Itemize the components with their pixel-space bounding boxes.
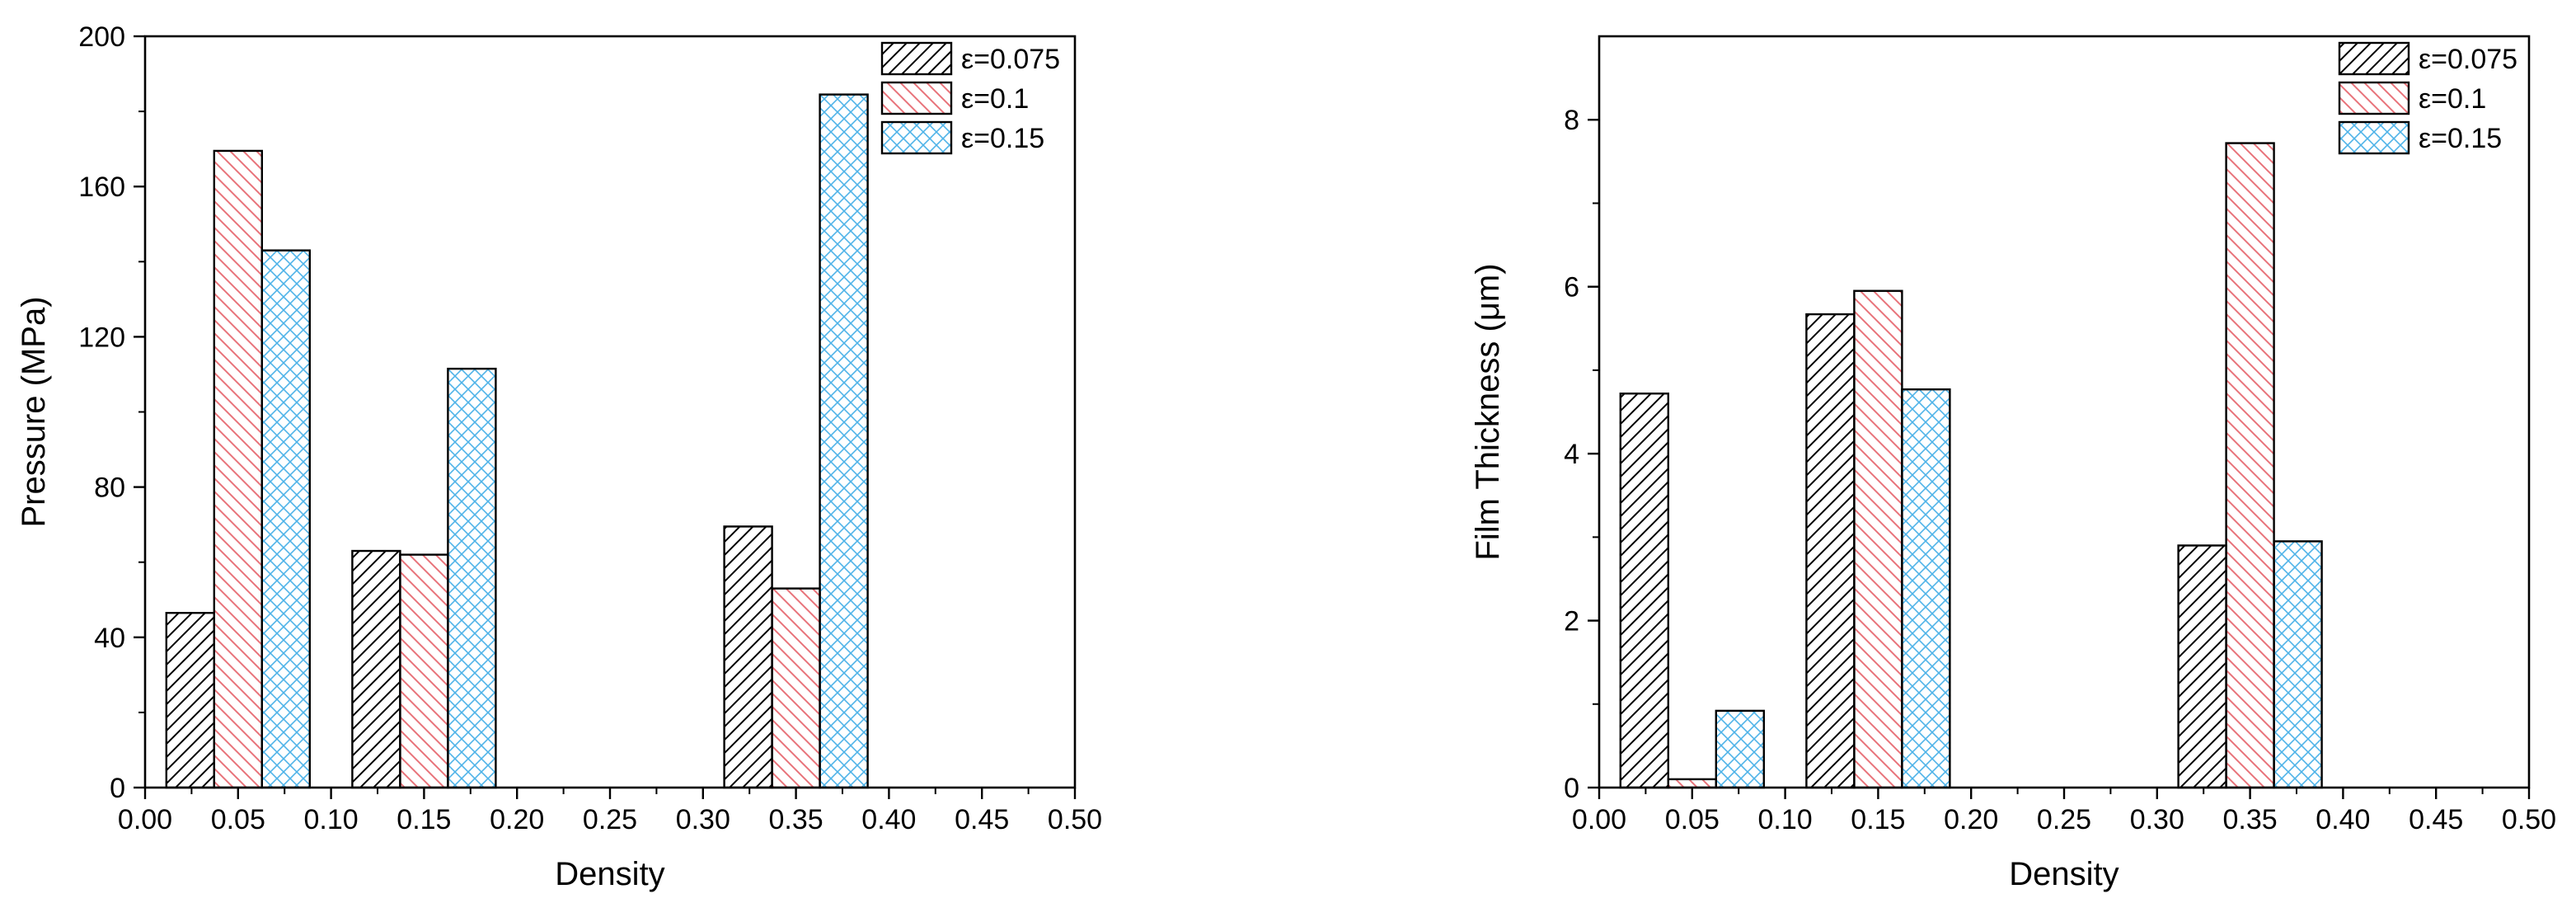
x-axis-title: Density <box>555 856 664 892</box>
legend-swatch-crosshatch <box>2338 120 2410 155</box>
x-tick-label: 0.15 <box>396 804 451 835</box>
x-tick-label: 0.40 <box>861 804 916 835</box>
x-tick-label: 0.40 <box>2316 804 2370 835</box>
bar-crosshatch-0 <box>260 249 311 789</box>
legend-swatch-diagonal-down <box>2338 81 2410 115</box>
legend-label: ε=0.15 <box>961 123 1044 154</box>
x-tick-label: 0.00 <box>1572 804 1626 835</box>
y-axis-title: Film Thickness (μm) <box>1470 263 1506 560</box>
legend-label: ε=0.15 <box>2419 123 2502 154</box>
x-tick-label: 0.15 <box>1851 804 1905 835</box>
x-tick-label: 0.10 <box>304 804 359 835</box>
y-tick-label: 4 <box>1564 439 1579 470</box>
x-tick-label: 0.35 <box>769 804 823 835</box>
legend-swatch-diagonal-up <box>2338 41 2410 76</box>
y-tick-label: 120 <box>78 322 125 353</box>
bar-diagonal-up-2 <box>723 525 773 789</box>
bar-crosshatch-2 <box>819 93 869 789</box>
x-tick-label: 0.30 <box>676 804 730 835</box>
bar-diagonal-up-0 <box>1619 393 1670 789</box>
x-tick-label: 0.45 <box>2409 804 2463 835</box>
x-tick-label: 0.10 <box>1758 804 1813 835</box>
legend-label: ε=0.1 <box>961 83 1029 115</box>
bar-crosshatch-0 <box>1715 709 1766 789</box>
x-axis-title: Density <box>2009 856 2119 892</box>
pressure-chart: 0.00 0.05 0.10 0.15 0.20 0.25 0.30 0.35 0.40 0.45… <box>16 21 1102 892</box>
bar-diagonal-down-0 <box>1667 778 1718 789</box>
y-tick-label: 80 <box>94 473 125 504</box>
bar-crosshatch-2 <box>2273 540 2323 789</box>
legend-swatch-crosshatch <box>880 120 953 155</box>
x-tick-label: 0.20 <box>490 804 544 835</box>
y-axis-title: Pressure (MPa) <box>16 296 52 527</box>
bar-diagonal-up-0 <box>165 611 216 789</box>
bar-diagonal-up-2 <box>2177 544 2227 789</box>
bar-crosshatch-1 <box>447 367 497 789</box>
x-tick-label: 0.25 <box>2037 804 2091 835</box>
x-tick-label: 0.05 <box>211 804 265 835</box>
x-tick-label: 0.50 <box>1048 804 1102 835</box>
x-tick-label: 0.35 <box>2223 804 2278 835</box>
y-tick-label: 160 <box>78 172 125 203</box>
bar-diagonal-down-1 <box>399 553 449 789</box>
bar-diagonal-up-1 <box>1805 313 1856 789</box>
bar-crosshatch-1 <box>1901 388 1951 789</box>
y-tick-label: 0 <box>110 773 125 804</box>
legend-swatch-diagonal-up <box>880 41 953 76</box>
bar-diagonal-down-2 <box>2225 142 2275 789</box>
bar-diagonal-down-0 <box>213 149 263 789</box>
bar-diagonal-down-2 <box>771 587 821 789</box>
x-tick-label: 0.00 <box>118 804 172 835</box>
y-tick-label: 6 <box>1564 272 1579 303</box>
y-tick-label: 40 <box>94 623 125 654</box>
x-tick-label: 0.20 <box>1944 804 1998 835</box>
y-tick-label: 0 <box>1564 773 1579 804</box>
x-tick-label: 0.50 <box>2502 804 2556 835</box>
bar-diagonal-down-1 <box>1853 289 1903 789</box>
y-tick-label: 2 <box>1564 606 1579 637</box>
y-tick-label: 200 <box>78 21 125 53</box>
legend-label: ε=0.075 <box>2419 44 2517 75</box>
bar-diagonal-up-1 <box>351 549 401 789</box>
film-thickness-chart: 0.00 0.05 0.10 0.15 0.20 0.25 0.30 0.35 0.40 0.45… <box>1470 35 2556 892</box>
legend-label: ε=0.075 <box>961 44 1060 75</box>
legend-label: ε=0.1 <box>2419 83 2486 115</box>
x-tick-label: 0.25 <box>583 804 637 835</box>
x-tick-label: 0.30 <box>2130 804 2184 835</box>
x-tick-label: 0.45 <box>955 804 1009 835</box>
y-tick-label: 8 <box>1564 105 1579 136</box>
legend-swatch-diagonal-down <box>880 81 953 115</box>
x-tick-label: 0.05 <box>1665 804 1720 835</box>
